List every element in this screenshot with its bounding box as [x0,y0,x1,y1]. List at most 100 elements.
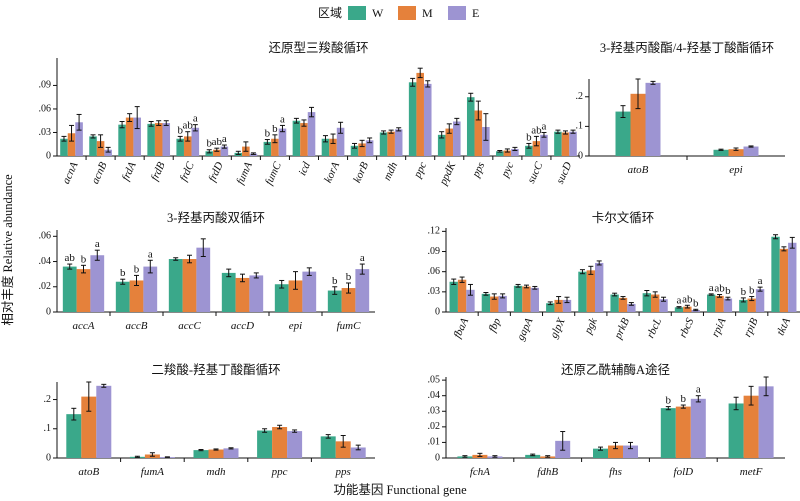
bar-fbaa-m [457,279,467,312]
bar-pgk-m [586,270,596,312]
significance-label: a [280,113,285,125]
significance-label: ab [212,136,223,148]
bar-pps-m [474,110,483,156]
x-tick-label-epi: epi [729,164,742,176]
bar-pps-m [335,441,351,458]
x-tick-label-rpia: rpiA [709,316,728,339]
bar-epi-e [302,271,317,312]
bar-rbcs-w [674,307,684,312]
panel-title: 3-羟基丙酸双循环 [167,210,265,225]
bar-pyc-e [511,148,519,156]
bar-rbcl-m [650,294,660,312]
bar-epi-m [288,280,303,312]
x-tick-label-fhs: fhs [609,466,622,478]
x-tick-label-mdh: mdh [381,160,400,183]
bar-atob-e [645,82,661,156]
y-tick-label: .06 [428,266,441,277]
x-tick-label-ppc: ppc [271,466,288,478]
bar-accd-e [249,275,264,312]
y-tick-label: 0 [578,150,583,161]
bar-ppc-m [272,427,288,458]
significance-label: b [693,297,699,309]
bar-rpia-w [706,294,716,312]
bar-rbcl-e [659,299,668,312]
x-tick-label-prkb: prkB [612,316,632,342]
significance-label: a [148,248,153,260]
bar-succ-w [525,145,533,156]
bar-frdc-m [183,136,192,156]
x-tick-label-fumc: fumC [263,160,284,187]
x-tick-label-accc: accC [178,320,201,332]
bar-ppc-w [408,82,417,156]
significance-label: a [360,252,365,264]
bar-glpx-m [554,299,563,312]
bar-fumc-m [271,138,279,156]
x-tick-label-pps: pps [335,466,351,478]
bar-pgk-w [578,271,587,312]
bar-fhs-m [608,445,623,458]
bar-ppdk-m [445,128,454,156]
bar-frdb-e [162,123,171,156]
bar-prkb-m [618,297,628,312]
bar-accc-m [182,259,197,312]
bar-icd-e [307,112,316,156]
bar-acca-e [90,255,105,312]
x-tick-label-frda: frdA [120,160,139,183]
significance-label: b [81,253,87,265]
y-tick-label: .02 [39,281,52,292]
x-tick-label-frdc: frdC [178,160,198,184]
panel-3: 卡尔文循环 0 .03 .06 .09 .12 fbaA fbp gapA glpX pgk prkB… [428,210,800,342]
significance-label: a [95,238,100,250]
bar-korb-e [365,140,374,156]
panel-title: 卡尔文循环 [592,210,655,225]
y-tick-label: .2 [44,394,52,405]
x-tick-label-korb: korB [351,160,371,185]
significance-label: ab [65,252,76,264]
bar-kora-w [321,138,330,156]
bar-ppc-e [423,83,432,156]
bar-atob-m [81,396,97,458]
bar-fbp-w [481,293,491,312]
bar-acna-m [67,133,76,156]
y-tick-label: .04 [428,390,441,401]
bar-fumc-w [263,141,272,156]
significance-label: b [177,124,183,136]
y-tick-label: .09 [428,246,441,257]
x-tick-label-atob: atoB [628,164,649,176]
bar-acca-w [62,266,77,312]
bar-accc-w [168,259,183,312]
x-tick-label-fbp: fbp [486,316,503,334]
significance-label: b [207,138,213,150]
bar-succ-m [532,141,541,156]
bar-atob-w [615,111,631,156]
x-tick-label-tkta: tktA [775,316,793,337]
significance-label: b [134,263,140,275]
bar-frdd-e [220,146,229,156]
y-tick-label: .03 [39,127,52,138]
bar-icd-m [300,123,308,156]
y-tick-label: .1 [576,121,584,132]
y-tick-label: .01 [428,437,441,448]
y-tick-label: .12 [428,226,441,237]
x-tick-label-fuma: fumA [141,466,165,478]
bar-atob-w [66,414,82,458]
y-tick-label: .03 [428,406,441,417]
legend-label-e: E [472,6,479,20]
bar-fumc-w [327,290,342,312]
significance-label: b [741,286,747,298]
bar-frdb-w [147,123,155,156]
bar-acca-m [76,269,91,312]
x-tick-label-accb: accB [126,320,148,332]
bar-accb-e [143,266,158,312]
bar-rpib-e [755,289,765,312]
bar-accd-w [221,272,236,312]
bar-fbp-e [498,295,507,312]
x-tick-label-metf: metF [740,466,763,478]
bar-metf-m [743,395,759,458]
bar-pgk-e [595,262,604,312]
bar-prkb-w [610,294,619,312]
significance-label: a [677,295,682,307]
legend-title: 区域 [318,6,342,20]
